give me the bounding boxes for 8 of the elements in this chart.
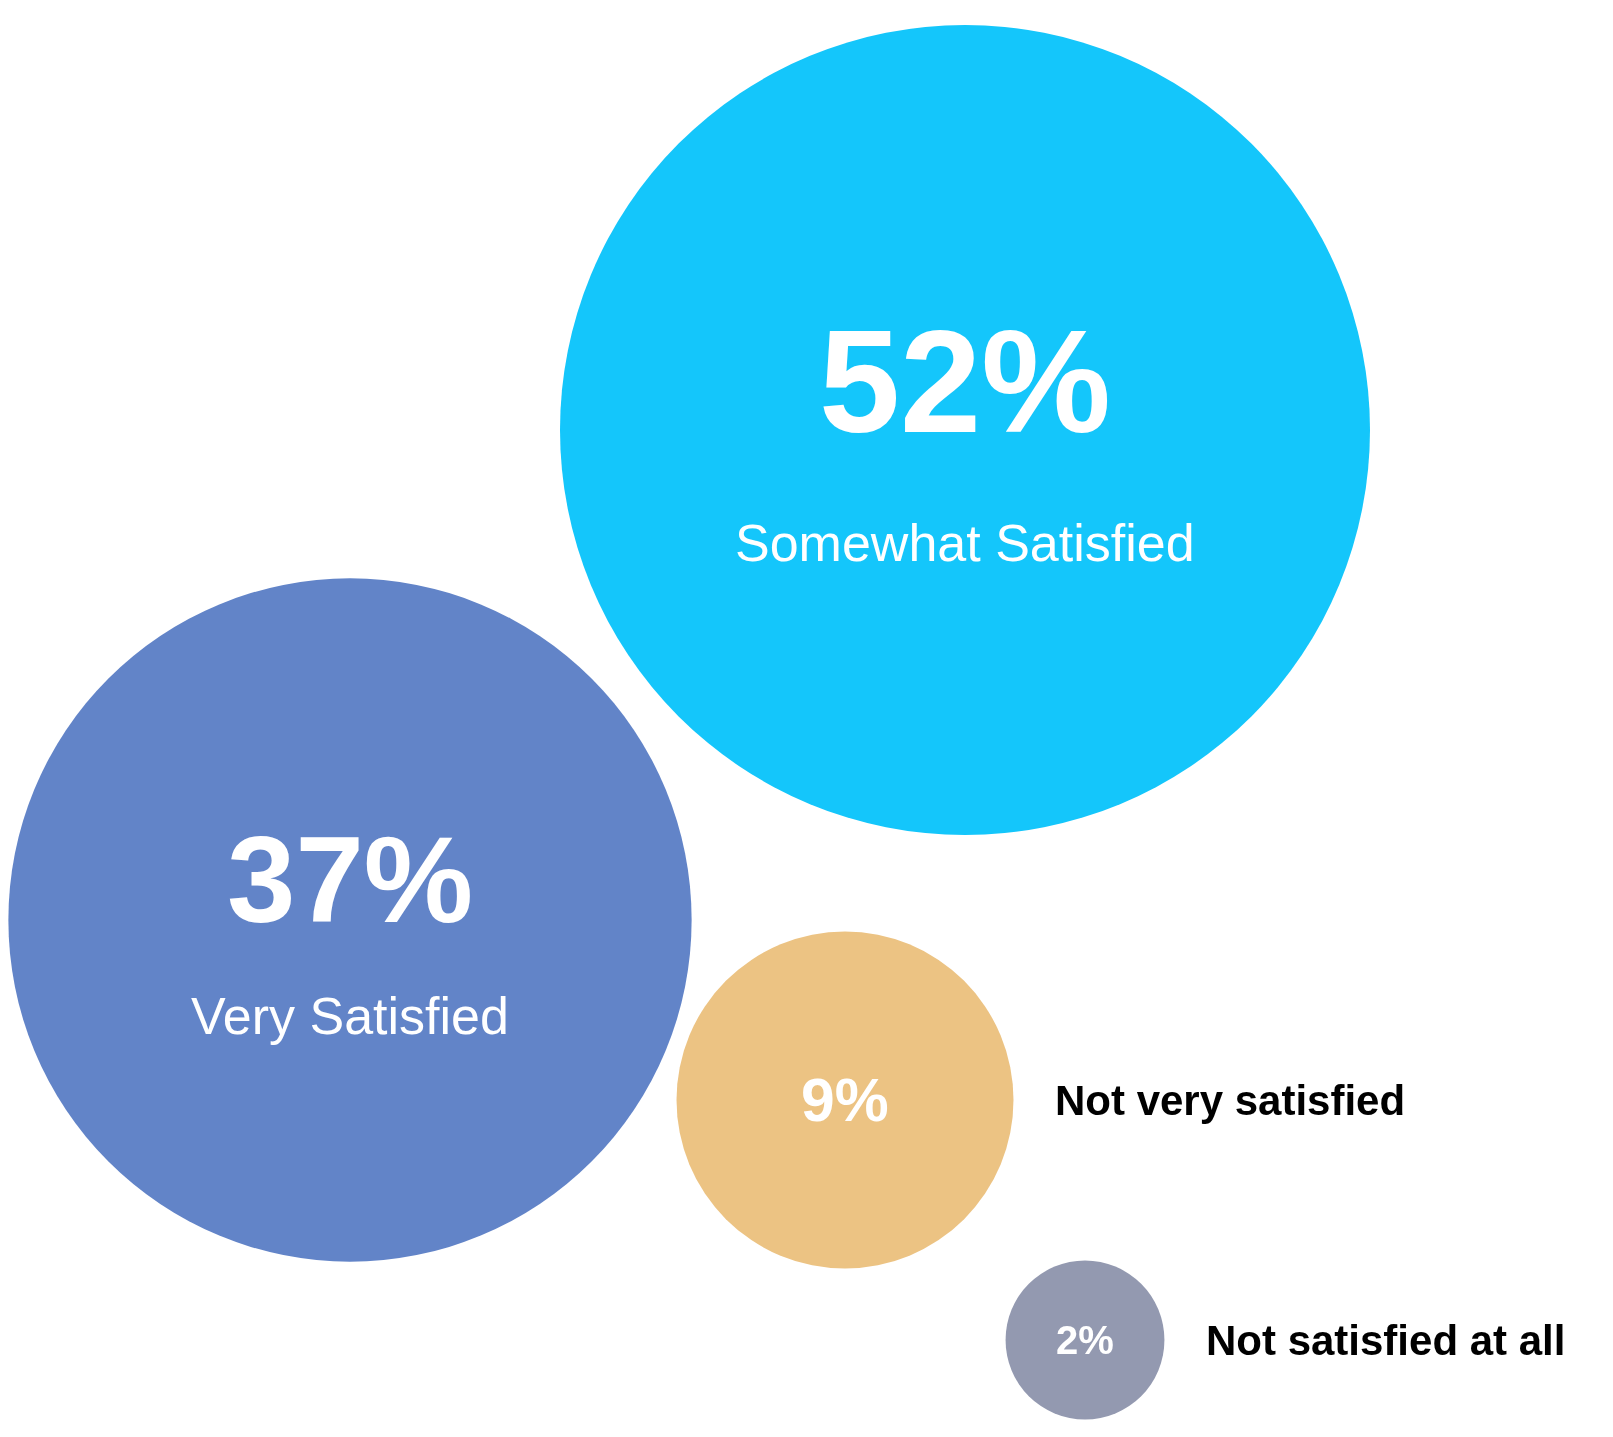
data-label: 9%	[801, 1066, 889, 1134]
category-label: Somewhat Satisfied	[735, 514, 1195, 572]
data-label: 2%	[1056, 1318, 1114, 1362]
data-label: 37%	[227, 811, 474, 948]
data-label: 52%	[819, 300, 1111, 463]
category-label: Not very satisfied	[1055, 1077, 1406, 1124]
category-label: Not satisfied at all	[1206, 1317, 1566, 1364]
category-label: Very Satisfied	[191, 987, 509, 1045]
